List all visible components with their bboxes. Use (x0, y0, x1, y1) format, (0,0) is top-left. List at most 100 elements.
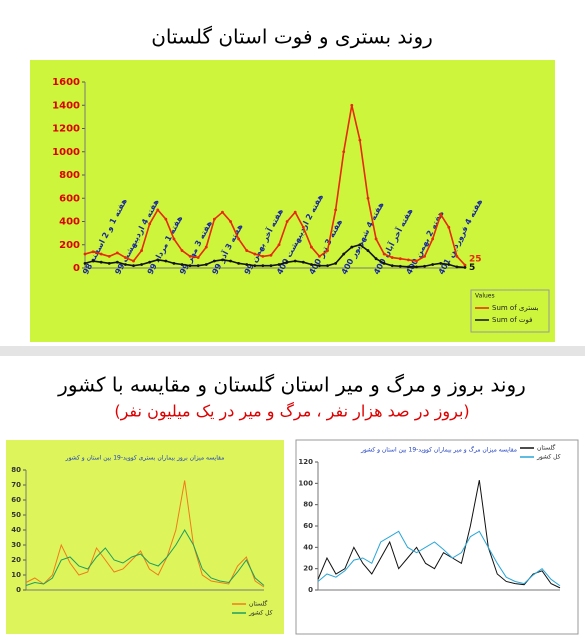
legend-label: Sum of فوت (492, 316, 532, 324)
point (374, 237, 378, 241)
y-tick-label: 400 (59, 217, 80, 228)
legend-label: Sum of بستری (492, 304, 539, 312)
point (180, 249, 184, 252)
y-tick-label: 30 (11, 541, 21, 549)
point (188, 254, 192, 258)
point (439, 213, 443, 216)
point (188, 264, 192, 268)
point (415, 259, 418, 263)
point (253, 252, 257, 256)
chart-panel (30, 60, 555, 342)
point (431, 263, 435, 266)
data-label: 25 (469, 255, 482, 265)
point (415, 265, 418, 269)
legend-label: کل کشور (248, 610, 273, 617)
point (358, 243, 362, 247)
point (334, 208, 338, 212)
point (99, 260, 103, 264)
point (447, 225, 451, 229)
point (309, 263, 313, 266)
point (83, 261, 87, 265)
point (237, 261, 241, 265)
point (132, 264, 135, 268)
point (382, 252, 386, 256)
point (447, 263, 451, 266)
legend-label: گلستان (537, 444, 555, 452)
point (326, 249, 329, 252)
chart-panel (6, 440, 284, 634)
point (439, 261, 443, 265)
point (301, 260, 305, 264)
point (253, 264, 257, 268)
point (221, 258, 224, 262)
point (318, 254, 321, 258)
heading: روند بستری و فوت استان گلستان (151, 25, 433, 49)
point (124, 256, 127, 259)
point (407, 258, 410, 262)
y-tick-label: 10 (11, 571, 21, 579)
point (83, 252, 87, 256)
point (342, 252, 346, 256)
point (132, 259, 135, 263)
y-tick-label: 20 (303, 565, 313, 573)
point (148, 260, 152, 264)
line-series (25, 529, 265, 586)
y-tick-label: 60 (11, 496, 21, 504)
point (277, 263, 281, 266)
point (212, 217, 216, 221)
subtitle: (بروز در صد هزار نفر ، مرگ و میر در یک م… (114, 402, 469, 422)
y-tick-label: 120 (298, 458, 313, 466)
point (164, 259, 168, 263)
point (212, 259, 216, 263)
point (140, 249, 143, 252)
y-tick-label: 80 (303, 501, 313, 509)
point (124, 263, 127, 266)
point (115, 260, 119, 264)
y-tick-label: 80 (11, 466, 21, 474)
y-tick-label: 0 (308, 586, 313, 594)
point (374, 257, 378, 261)
point (269, 264, 273, 268)
legend-label: گلستان (249, 600, 267, 608)
chart-title: مقایسه میزان بروز بیماران بستری کووید-19… (65, 455, 225, 462)
point (309, 245, 313, 249)
y-tick-label: 70 (11, 481, 21, 489)
chart-panel (295, 439, 579, 635)
point (407, 265, 410, 269)
point (350, 103, 354, 107)
point (318, 264, 321, 268)
y-tick-label: 1000 (52, 147, 80, 158)
y-tick-label: 1600 (52, 77, 80, 88)
y-tick-label: 0 (73, 263, 80, 274)
y-tick-label: 50 (11, 511, 21, 519)
legend-label: کل کشور (536, 454, 561, 461)
point (463, 263, 467, 267)
line-series (25, 480, 265, 588)
point (390, 264, 394, 268)
section-heading: روند بروز و مرگ و میر استان گلستان و مقا… (57, 373, 526, 397)
y-tick-label: 60 (303, 522, 313, 530)
point (245, 263, 249, 266)
y-tick-label: 800 (59, 170, 80, 181)
y-tick-label: 0 (16, 586, 21, 594)
point (99, 252, 103, 256)
point (423, 264, 426, 268)
point (156, 258, 160, 262)
y-tick-label: 20 (11, 556, 21, 564)
line-series (317, 530, 561, 587)
legend-box (470, 289, 550, 333)
y-tick-label: 600 (59, 193, 80, 204)
y-tick-label: 1200 (52, 124, 80, 135)
y-tick-label: 100 (298, 479, 313, 487)
point (140, 263, 143, 266)
separator (0, 346, 585, 356)
point (342, 150, 346, 154)
point (107, 254, 111, 258)
point (261, 254, 265, 258)
point (277, 243, 281, 247)
legend-title: Values (475, 293, 495, 300)
point (398, 264, 402, 268)
point (423, 254, 426, 258)
point (229, 259, 232, 263)
y-tick-label: 40 (303, 543, 313, 551)
